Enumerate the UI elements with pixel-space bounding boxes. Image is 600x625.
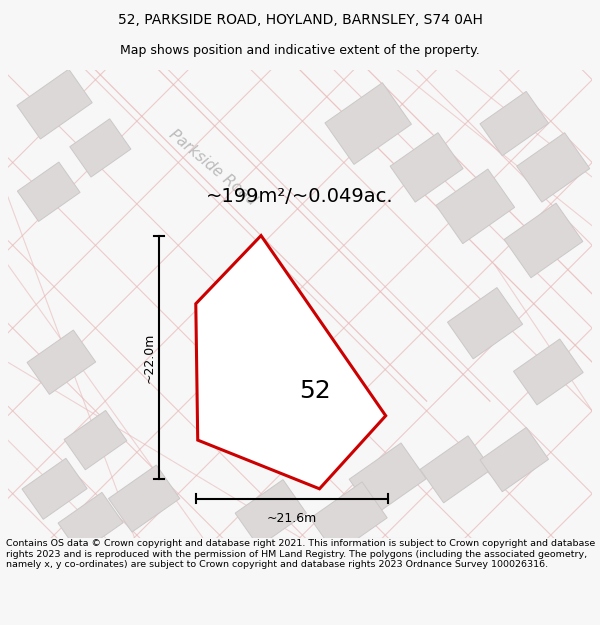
Polygon shape — [420, 436, 491, 503]
Polygon shape — [436, 169, 515, 244]
Polygon shape — [480, 91, 548, 156]
Text: Parkside Road: Parkside Road — [166, 127, 259, 208]
Polygon shape — [64, 411, 127, 470]
Polygon shape — [196, 236, 386, 489]
Polygon shape — [390, 132, 463, 202]
Polygon shape — [517, 132, 590, 202]
Polygon shape — [22, 458, 87, 519]
Polygon shape — [480, 428, 548, 492]
Polygon shape — [235, 479, 307, 547]
Text: Contains OS data © Crown copyright and database right 2021. This information is : Contains OS data © Crown copyright and d… — [6, 539, 595, 569]
Text: 52: 52 — [299, 379, 331, 403]
Polygon shape — [58, 492, 123, 553]
Polygon shape — [202, 325, 281, 399]
Polygon shape — [514, 339, 583, 405]
Text: ~21.6m: ~21.6m — [267, 511, 317, 524]
Polygon shape — [70, 119, 131, 177]
Polygon shape — [27, 330, 95, 394]
Text: ~22.0m: ~22.0m — [143, 332, 155, 382]
Polygon shape — [325, 82, 412, 164]
Polygon shape — [109, 465, 180, 532]
Polygon shape — [349, 443, 426, 515]
Text: Map shows position and indicative extent of the property.: Map shows position and indicative extent… — [120, 44, 480, 57]
Polygon shape — [448, 288, 523, 359]
Polygon shape — [17, 162, 80, 221]
Text: ~199m²/~0.049ac.: ~199m²/~0.049ac. — [206, 187, 394, 206]
Polygon shape — [504, 203, 583, 278]
Text: 52, PARKSIDE ROAD, HOYLAND, BARNSLEY, S74 0AH: 52, PARKSIDE ROAD, HOYLAND, BARNSLEY, S7… — [118, 12, 482, 27]
Polygon shape — [310, 482, 387, 554]
Polygon shape — [17, 69, 92, 139]
